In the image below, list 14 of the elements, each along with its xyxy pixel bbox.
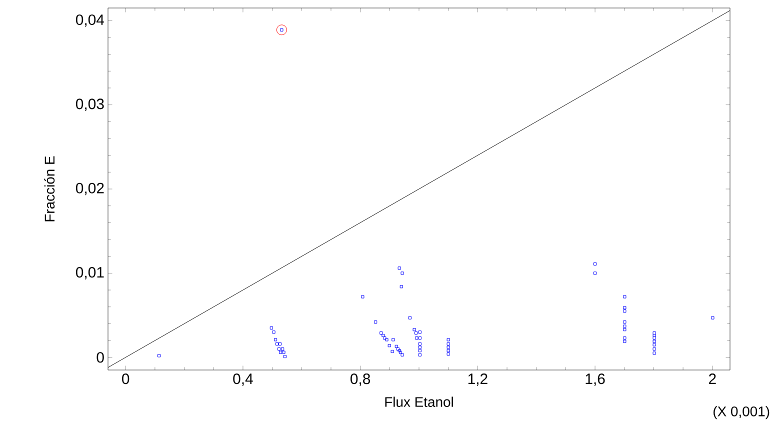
x-tick-label: 2 — [708, 374, 716, 384]
text: (X 0,001) — [714, 406, 770, 420]
x-axis-title: Flux Etanol — [385, 396, 453, 407]
x-tick-label: 1,2 — [468, 374, 488, 386]
y-axis-title: Fracción E — [44, 156, 55, 222]
x-tick-label: 0,4 — [233, 374, 253, 386]
x-tick-label: 1,6 — [586, 374, 605, 386]
y-tick-label: 0,04 — [76, 14, 104, 27]
y-tick-label: 0 — [96, 352, 104, 363]
y-tick-label: 0,03 — [76, 98, 104, 111]
y-tick-label: 0,01 — [76, 267, 104, 280]
y-tick-label: 0,02 — [76, 182, 104, 196]
x-tick-label: 0 — [122, 374, 130, 384]
x-tick-label: 0,8 — [350, 374, 370, 386]
